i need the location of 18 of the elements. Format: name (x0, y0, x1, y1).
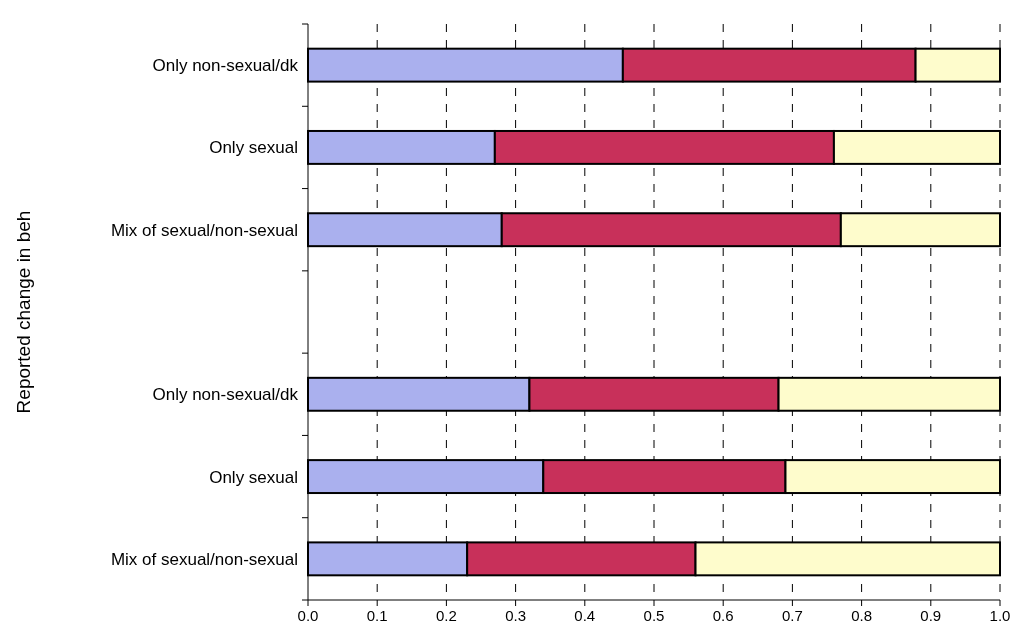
y-tick-label: Only non-sexual/dk (152, 385, 299, 405)
x-tick-label: 1.0 (989, 606, 1011, 624)
x-tick-label: 0.4 (574, 606, 596, 624)
x-tick-label: 0.1 (366, 606, 388, 624)
y-tick-label: Only non-sexual/dk (152, 56, 299, 76)
x-tick-label: 0.5 (643, 606, 665, 624)
y-axis-title: Reported change in beh (13, 210, 34, 414)
x-tick-label: 0.0 (297, 606, 319, 624)
x-tick-label: 0.6 (712, 606, 734, 624)
x-tick-label: 0.2 (435, 606, 457, 624)
y-tick-label: Mix of sexual/non-sexual (110, 220, 298, 240)
x-tick-label: 0.3 (505, 606, 527, 624)
y-tick-label: Only sexual (209, 467, 298, 487)
x-tick-label: 0.8 (851, 606, 873, 624)
y-tick-label: Mix of sexual/non-sexual (110, 549, 298, 569)
x-tick-label: 0.7 (781, 606, 803, 624)
y-tick-label: Only sexual (209, 138, 298, 158)
x-tick-label: 0.9 (920, 606, 942, 624)
